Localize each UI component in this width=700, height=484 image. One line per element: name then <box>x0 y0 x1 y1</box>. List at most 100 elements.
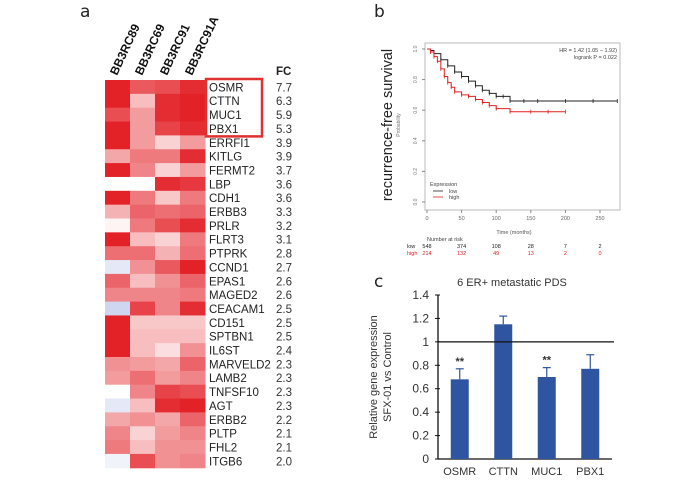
heatmap-cell <box>130 343 156 358</box>
heatmap-cell <box>105 412 131 427</box>
heatmap-cell <box>130 80 156 95</box>
y-tick-label: 0.2 <box>413 168 419 175</box>
heatmap-cell <box>105 357 131 372</box>
y-tick-label: 1 <box>422 335 429 349</box>
x-tick-label: 100 <box>492 216 501 222</box>
heatmap-cell <box>155 93 181 109</box>
heatmap-cell <box>155 412 181 427</box>
heatmap-cell <box>130 398 156 413</box>
heatmap-cell <box>105 176 131 192</box>
heatmap-cell <box>130 232 156 247</box>
heatmap-cell <box>105 93 131 109</box>
risk-value: 0 <box>598 251 601 257</box>
heatmap-cell <box>180 107 206 123</box>
heatmap-cell <box>155 384 181 400</box>
fc-value: 2.6 <box>276 276 292 288</box>
gene-label: MUC1 <box>209 110 242 122</box>
heatmap-cell <box>105 426 131 441</box>
heatmap-cell <box>130 190 156 206</box>
panel-label-c: c <box>374 272 384 292</box>
heatmap-cell <box>105 121 131 136</box>
heatmap-cell <box>105 218 131 233</box>
heatmap-cell <box>105 232 131 247</box>
heatmap-cell <box>155 218 181 233</box>
heatmap-cell <box>130 176 156 192</box>
heatmap-cell <box>130 93 156 109</box>
heatmap-cell <box>180 93 206 109</box>
gene-label: LBP <box>209 179 231 191</box>
x-tick-label: MUC1 <box>531 466 562 478</box>
heatmap-cell <box>180 218 206 233</box>
x-tick-label: 50 <box>459 216 465 222</box>
heatmap-cell <box>130 273 156 289</box>
y-axis-label-line2: SFX-01 vs Control <box>382 332 394 422</box>
legend-label-high: high <box>449 195 459 201</box>
heatmap-cell <box>130 107 156 123</box>
heatmap-cell <box>105 163 131 178</box>
y-axis-label-line1: Relative gene expression <box>368 315 380 439</box>
chart-title: 6 ER+ metastatic PDS <box>457 277 567 289</box>
heatmap-cell <box>130 218 156 233</box>
heatmap-cell <box>180 80 206 95</box>
heatmap-cell <box>130 315 156 330</box>
bar-PBX1 <box>581 368 600 459</box>
bar-CTTN <box>494 324 513 459</box>
risk-value: 2 <box>564 251 567 257</box>
risk-value: 548 <box>422 244 431 250</box>
heatmap-cell <box>155 204 181 219</box>
gene-label: AGT <box>209 401 233 413</box>
x-tick-label: PBX1 <box>576 466 604 478</box>
heatmap-cell <box>130 370 156 386</box>
x-tick-label: 250 <box>595 216 604 222</box>
heatmap-cell <box>180 260 206 275</box>
heatmap-cell <box>130 329 156 344</box>
y-tick-label: 0.6 <box>413 107 419 114</box>
heatmap-cell <box>180 357 206 372</box>
fc-value: 3.7 <box>276 165 292 177</box>
gene-label: SPTBN1 <box>209 332 254 344</box>
gene-label: CEACAM1 <box>209 304 265 316</box>
heatmap-cell <box>180 204 206 219</box>
heatmap-cell <box>180 163 206 178</box>
gene-label: FERMT2 <box>209 165 255 177</box>
x-axis-label: Time (months) <box>496 230 531 236</box>
bar-MUC1 <box>537 377 556 459</box>
heatmap-cell <box>105 343 131 358</box>
heatmap-cell <box>105 273 131 289</box>
panel-label-b: b <box>374 2 385 22</box>
gene-label: MARVELD2 <box>209 359 271 371</box>
heatmap-cell <box>155 343 181 358</box>
heatmap-cell <box>105 384 131 400</box>
y-tick-label: 0.8 <box>413 76 419 83</box>
heatmap-cell <box>105 370 131 386</box>
heatmap-cell <box>155 398 181 413</box>
risk-value: 374 <box>457 244 466 250</box>
plot-frame <box>424 42 621 211</box>
heatmap-cell <box>130 163 156 178</box>
heatmap-cell <box>105 260 131 275</box>
heatmap-cell <box>180 426 206 441</box>
heatmap-cell <box>155 163 181 178</box>
heatmap-cell <box>105 287 131 303</box>
heatmap-cell <box>180 370 206 386</box>
fc-value: 2.1 <box>276 442 292 454</box>
heatmap-cell <box>180 246 206 261</box>
legend-label-low: low <box>449 189 457 195</box>
heatmap-cell <box>105 80 131 95</box>
gene-label: ERBB2 <box>209 415 247 427</box>
heatmap-cell <box>180 135 206 150</box>
heatmap-cell <box>105 440 131 455</box>
fc-value: 2.5 <box>276 332 292 344</box>
fc-value: 2.7 <box>276 262 292 274</box>
risk-value: 28 <box>528 244 534 250</box>
gene-label: FLRT3 <box>209 235 244 247</box>
heatmap-cell <box>155 80 181 95</box>
gene-label: PLTP <box>209 429 237 441</box>
risk-value: 13 <box>528 251 534 257</box>
heatmap-cell <box>155 357 181 372</box>
heatmap-cell <box>105 398 131 413</box>
heatmap-cell <box>105 301 131 316</box>
heatmap-cell <box>180 329 206 344</box>
